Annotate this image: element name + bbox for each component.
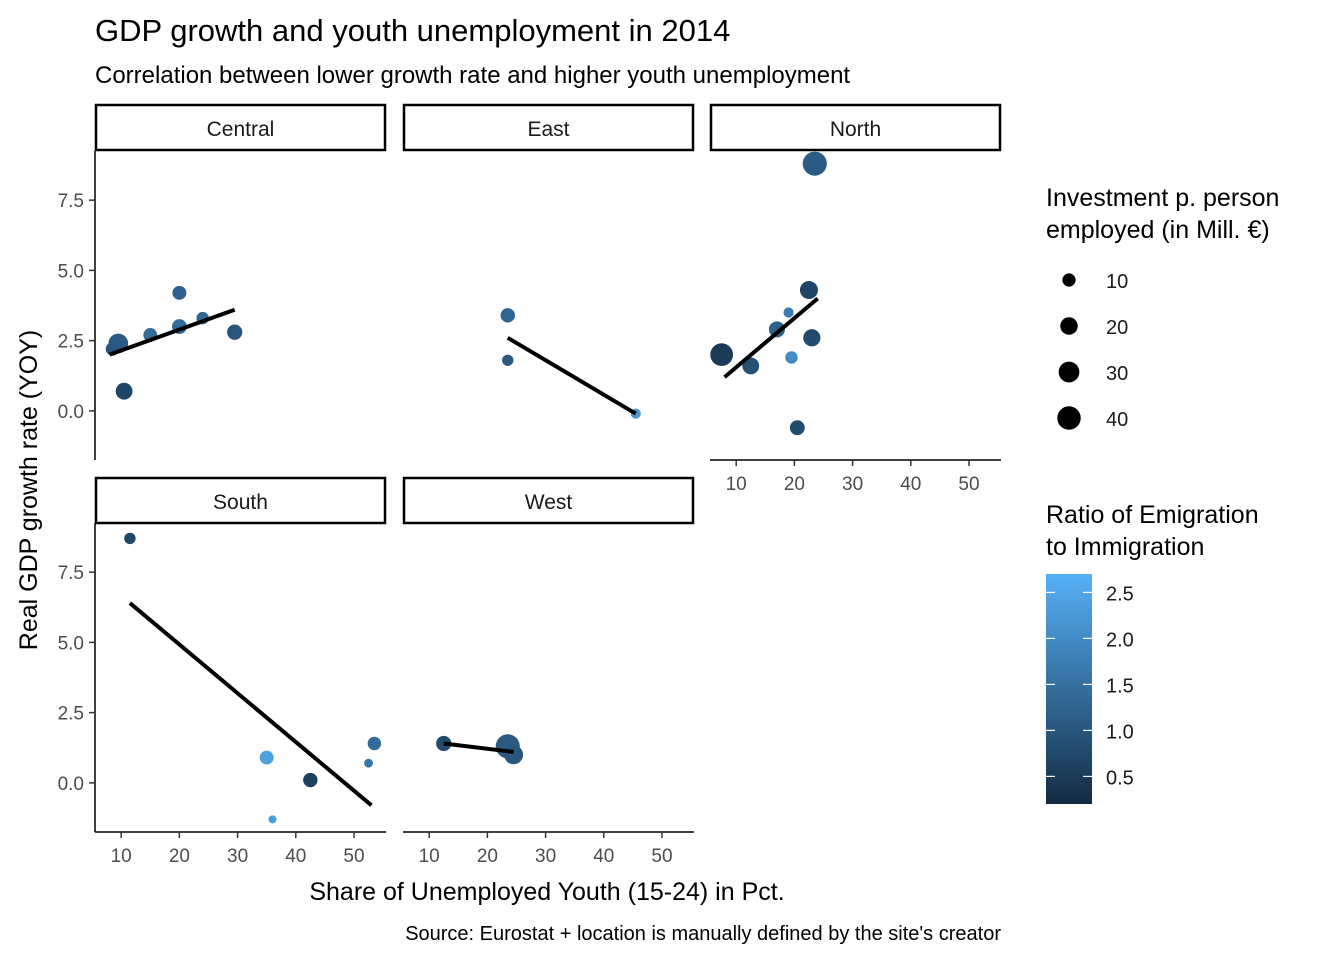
chart-caption: Source: Eurostat + location is manually … (405, 923, 1001, 945)
x-tick-label-west-2: 30 (535, 846, 556, 867)
strip-south (94, 476, 387, 525)
x-tick-label-south-1: 20 (169, 846, 190, 867)
chart-title: GDP growth and youth unemployment in 201… (95, 13, 730, 48)
size-legend-key-3 (1057, 406, 1081, 430)
strip-east (402, 103, 695, 152)
size-legend-title-line-1: employed (in Mill. €) (1046, 216, 1270, 244)
point-north-8 (783, 307, 794, 318)
point-north-4 (742, 357, 760, 375)
chart-subtitle: Correlation between lower growth rate an… (95, 62, 850, 89)
color-legend-label-4: 2.5 (1106, 583, 1134, 605)
x-tick-label-south-0: 10 (111, 846, 132, 867)
color-legend-label-0: 0.5 (1106, 767, 1134, 789)
size-legend-key-1 (1060, 317, 1078, 335)
point-north-1 (710, 343, 734, 367)
x-axis-title: Share of Unemployed Youth (15-24) in Pct… (309, 878, 784, 906)
point-south-1 (259, 750, 274, 765)
point-central-2 (227, 324, 243, 340)
facet-east: East (402, 103, 695, 419)
color-legend-bar (1046, 574, 1092, 804)
color-legend-title-line-0: Ratio of Emigration (1046, 501, 1259, 529)
y-tick-label-south-0: 0.0 (58, 774, 84, 795)
point-south-0 (303, 772, 318, 788)
facet-north: North 10 20 30 40 50 (709, 103, 1002, 495)
point-north-7 (785, 351, 798, 364)
fit-line-east (506, 336, 637, 416)
color-legend-label-2: 1.5 (1106, 675, 1134, 697)
fit-line-south (128, 601, 373, 807)
y-tick-label-central-1: 2.5 (58, 332, 84, 353)
size-legend: Investment p. person employed (in Mill. … (1046, 184, 1279, 431)
point-south-5 (268, 815, 277, 824)
point-south-2 (367, 736, 382, 751)
color-legend: Ratio of Emigration to Immigration 0.5 1.0… (1046, 501, 1259, 804)
color-legend-label-1: 1.0 (1106, 721, 1134, 743)
strip-label-east: East (527, 118, 569, 141)
strip-label-north: North (830, 118, 881, 141)
size-legend-key-0 (1062, 273, 1076, 287)
x-tick-label-west-0: 10 (419, 846, 440, 867)
point-east-1 (502, 354, 514, 366)
fit-line-west (443, 741, 514, 754)
strip-label-central: Central (207, 118, 275, 141)
y-tick-label-central-0: 0.0 (58, 402, 84, 423)
x-tick-label-north-0: 10 (726, 474, 747, 495)
point-north-5 (768, 321, 785, 338)
size-legend-label-1: 20 (1106, 317, 1128, 339)
facet-west: West 10 20 30 40 50 (402, 476, 695, 867)
strip-north (709, 103, 1002, 152)
y-tick-label-south-1: 2.5 (58, 704, 84, 725)
fit-line-central (108, 307, 236, 357)
x-tick-label-west-4: 50 (651, 846, 672, 867)
point-central-1 (115, 382, 133, 400)
point-north-0 (802, 151, 827, 176)
strip-central (94, 103, 387, 152)
point-south-4 (364, 758, 373, 768)
x-tick-label-north-3: 40 (900, 474, 921, 495)
x-tick-label-south-3: 40 (285, 846, 306, 867)
y-tick-label-south-2: 5.0 (58, 633, 84, 654)
x-tick-label-south-4: 50 (343, 846, 364, 867)
point-north-3 (803, 329, 821, 347)
size-legend-label-3: 40 (1106, 409, 1128, 431)
size-legend-title-line-0: Investment p. person (1046, 184, 1279, 212)
y-tick-label-central-3: 7.5 (58, 191, 84, 212)
point-central-5 (172, 285, 187, 300)
color-legend-title-line-1: to Immigration (1046, 533, 1204, 561)
strip-label-west: West (525, 491, 573, 514)
x-tick-label-north-1: 20 (784, 474, 805, 495)
y-axis-title: Real GDP growth rate (YOY) (15, 330, 43, 650)
x-tick-label-south-2: 30 (227, 846, 248, 867)
facet-south: South 0.0 2.5 5.0 7.5 10 20 30 40 50 (58, 476, 387, 867)
point-north-2 (799, 281, 818, 300)
size-legend-label-2: 30 (1106, 363, 1128, 385)
y-tick-label-central-2: 5.0 (58, 261, 84, 282)
strip-label-south: South (213, 491, 268, 514)
point-south-3 (124, 532, 136, 545)
y-tick-label-south-3: 7.5 (58, 563, 84, 584)
fit-line-north (723, 296, 819, 379)
color-legend-label-3: 2.0 (1106, 629, 1134, 651)
x-tick-label-west-3: 40 (593, 846, 614, 867)
point-west-1 (504, 745, 524, 765)
facet-central: Central 0.0 2.5 5.0 7.5 (58, 103, 387, 460)
x-tick-label-north-2: 30 (842, 474, 863, 495)
point-east-0 (500, 308, 515, 323)
x-tick-label-north-4: 50 (958, 474, 979, 495)
size-legend-key-2 (1058, 361, 1080, 383)
size-legend-label-0: 10 (1106, 271, 1128, 293)
point-west-2 (436, 735, 452, 752)
strip-west (402, 476, 695, 525)
point-north-6 (789, 420, 805, 436)
x-tick-label-west-1: 20 (477, 846, 498, 867)
